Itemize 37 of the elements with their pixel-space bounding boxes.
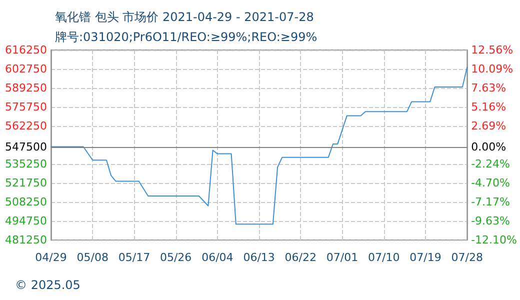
y2-tick-label: -12.10% [471,234,518,246]
y2-tick-label: 10.09% [471,62,514,76]
y2-tick-label: 12.56% [471,44,514,56]
chart-title: 氧化镨 包头 市场价 2021-04-29 - 2021-07-28 [55,10,314,24]
chart-subtitle: 牌号:031020;Pr6O11/REO:≥99%;REO:≥99% [55,30,318,44]
y-tick-label: 481250 [5,234,47,246]
y2-tick-label: 5.16% [471,100,506,114]
y2-tick-label: -7.17% [471,196,510,209]
y-tick-label: 602750 [5,62,47,76]
y-tick-label: 494750 [5,214,47,228]
y2-tick-label: -2.24% [471,158,510,171]
text: © 2025.05 [15,278,80,292]
y-tick-label: 535250 [5,158,47,170]
y-tick-label: 616250 [5,44,47,56]
x-tick-label: 07/28 [451,251,483,264]
y-tick-label: 508250 [5,196,47,208]
y-tick-label: 575750 [5,100,47,114]
x-tick-label: 04/29 [35,251,67,264]
x-tick-label: 06/13 [243,251,275,264]
y-tick-label: 547500 [5,140,47,154]
x-tick-label: 06/22 [284,251,317,264]
y-tick-label: 521750 [5,176,47,190]
x-tick-label: 05/26 [160,251,192,264]
x-tick-label: 07/19 [410,251,442,264]
x-tick-label: 07/01 [326,251,358,264]
y2-tick-label: -4.70% [471,176,510,190]
y2-tick-label: -9.63% [471,214,510,228]
y2-tick-label: 2.69% [471,120,506,133]
y-tick-label: 562250 [5,120,47,132]
y2-tick-label: 0.00% [471,140,506,154]
line-series [50,66,468,225]
y2-tick-label: 7.63% [471,81,506,94]
x-tick-label: 06/04 [202,251,234,264]
x-tick-label: 07/10 [368,251,400,264]
x-tick-label: 05/08 [76,251,108,264]
y-tick-label: 589250 [5,82,47,94]
x-tick-label: 05/17 [118,251,150,264]
